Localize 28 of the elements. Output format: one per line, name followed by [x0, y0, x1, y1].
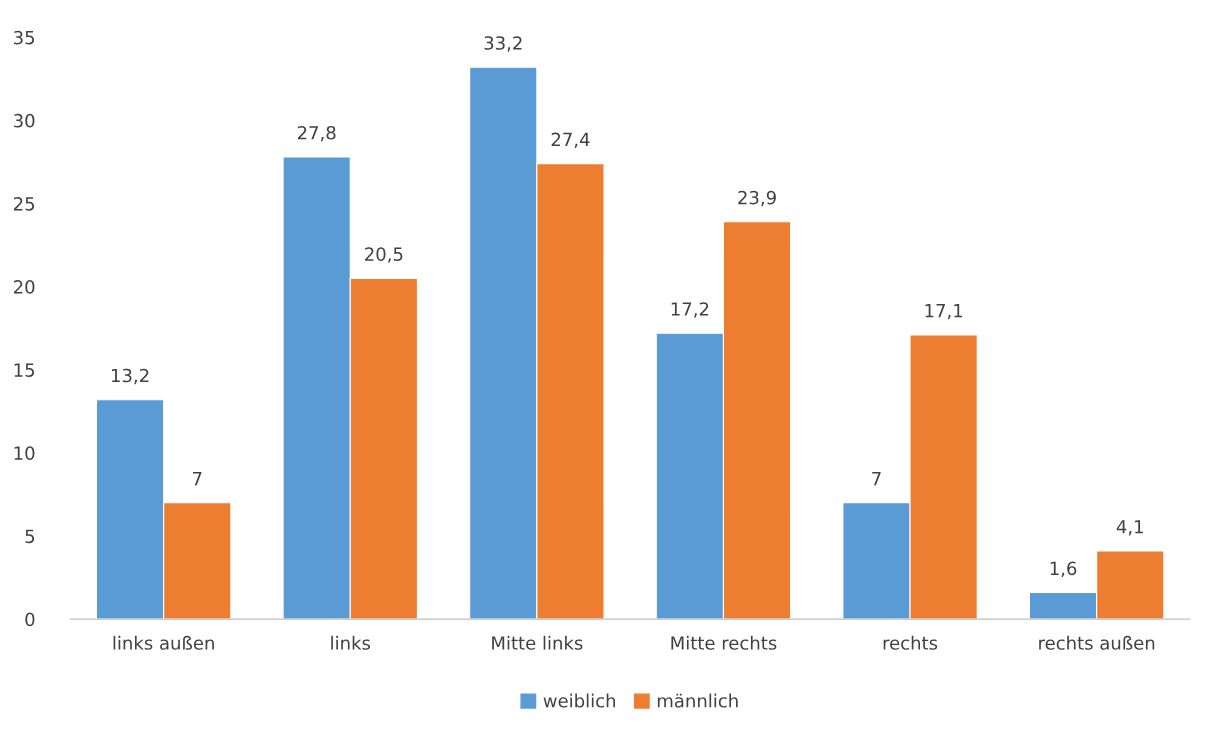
data-label: 4,1: [1116, 520, 1143, 536]
y-tick-label: 20: [13, 280, 35, 294]
data-label: 7: [192, 471, 202, 486]
x-tick-label: links außen: [113, 635, 214, 650]
y-tick-label: 25: [13, 196, 35, 211]
data-label: 1,6: [1050, 561, 1077, 578]
y-tick-label: 0: [25, 612, 35, 627]
data-label: 17,1: [925, 304, 963, 320]
data-label: 17,2: [671, 302, 709, 318]
data-label: 20,5: [365, 247, 403, 263]
x-tick-label: links: [331, 635, 371, 650]
x-tick-label: rechts: [883, 635, 938, 650]
y-tick-label: 10: [14, 446, 35, 461]
y-tick-label: 15: [14, 363, 35, 377]
y-tick-label: 35: [14, 30, 35, 45]
data-label: 27,8: [297, 125, 336, 142]
legend-label: weiblich: [543, 693, 615, 708]
x-tick-label: Mitte rechts: [671, 635, 777, 650]
data-label: 23,9: [738, 190, 776, 207]
data-label: 33,2: [484, 36, 522, 52]
data-label: 13,2: [111, 368, 149, 385]
x-tick-label: rechts außen: [1039, 635, 1155, 650]
y-tick-label: 30: [14, 113, 35, 128]
y-tick-label: 5: [25, 529, 35, 544]
data-label: 7: [872, 471, 881, 486]
x-tick-label: Mitte links: [492, 635, 583, 650]
data-label: 27,4: [551, 132, 590, 149]
legend-label: männlich: [657, 693, 738, 708]
